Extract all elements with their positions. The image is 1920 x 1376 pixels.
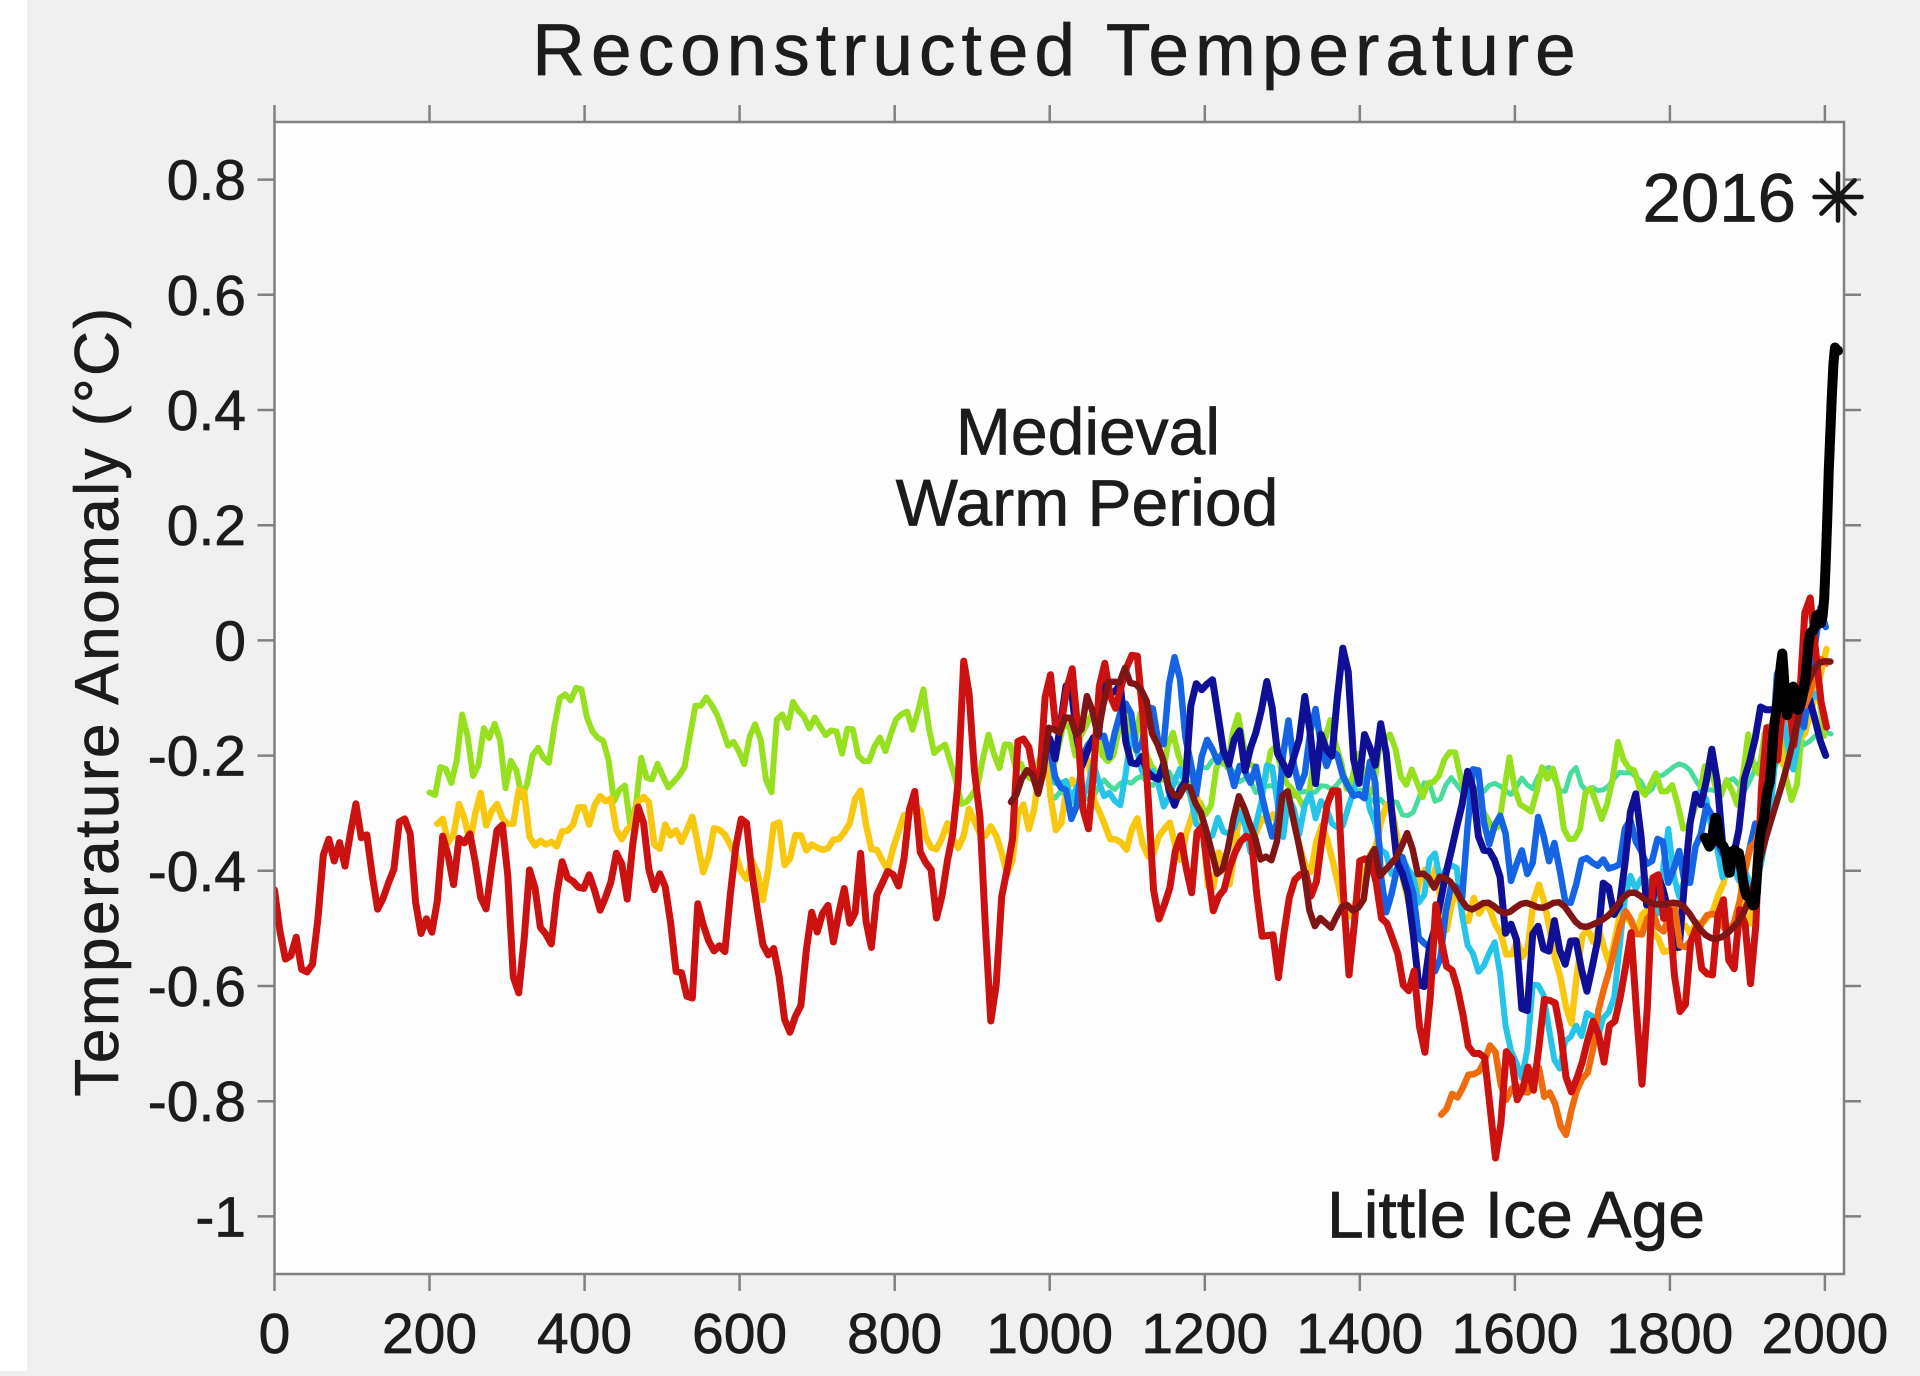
svg-text:0.8: 0.8 — [167, 149, 246, 213]
svg-text:1200: 1200 — [1141, 1302, 1268, 1366]
svg-text:0.4: 0.4 — [167, 379, 246, 443]
svg-text:-0.2: -0.2 — [148, 725, 246, 789]
svg-text:Little Ice Age: Little Ice Age — [1327, 1178, 1705, 1252]
svg-text:0.2: 0.2 — [167, 494, 246, 558]
svg-text:1800: 1800 — [1606, 1302, 1733, 1366]
svg-text:1600: 1600 — [1451, 1302, 1578, 1366]
svg-text:1400: 1400 — [1296, 1302, 1423, 1366]
svg-text:2016: 2016 — [1643, 160, 1797, 237]
svg-text:400: 400 — [537, 1302, 632, 1366]
svg-text:2000: 2000 — [1761, 1302, 1888, 1366]
svg-text:0: 0 — [214, 609, 246, 673]
svg-text:600: 600 — [692, 1302, 787, 1366]
svg-text:0.6: 0.6 — [167, 264, 246, 328]
svg-text:-1: -1 — [195, 1185, 246, 1249]
svg-text:Medieval: Medieval — [956, 395, 1220, 469]
svg-text:-0.6: -0.6 — [148, 955, 246, 1019]
svg-text:1000: 1000 — [986, 1302, 1113, 1366]
svg-text:0: 0 — [259, 1302, 291, 1366]
svg-text:800: 800 — [847, 1302, 942, 1366]
svg-text:200: 200 — [382, 1302, 477, 1366]
svg-text:-0.4: -0.4 — [148, 840, 246, 904]
svg-text:Warm Period: Warm Period — [896, 466, 1279, 540]
svg-text:-0.8: -0.8 — [148, 1070, 246, 1134]
svg-text:Reconstructed Temperature: Reconstructed Temperature — [532, 10, 1581, 91]
svg-text:Temperature Anomaly (°C): Temperature Anomaly (°C) — [63, 305, 132, 1096]
